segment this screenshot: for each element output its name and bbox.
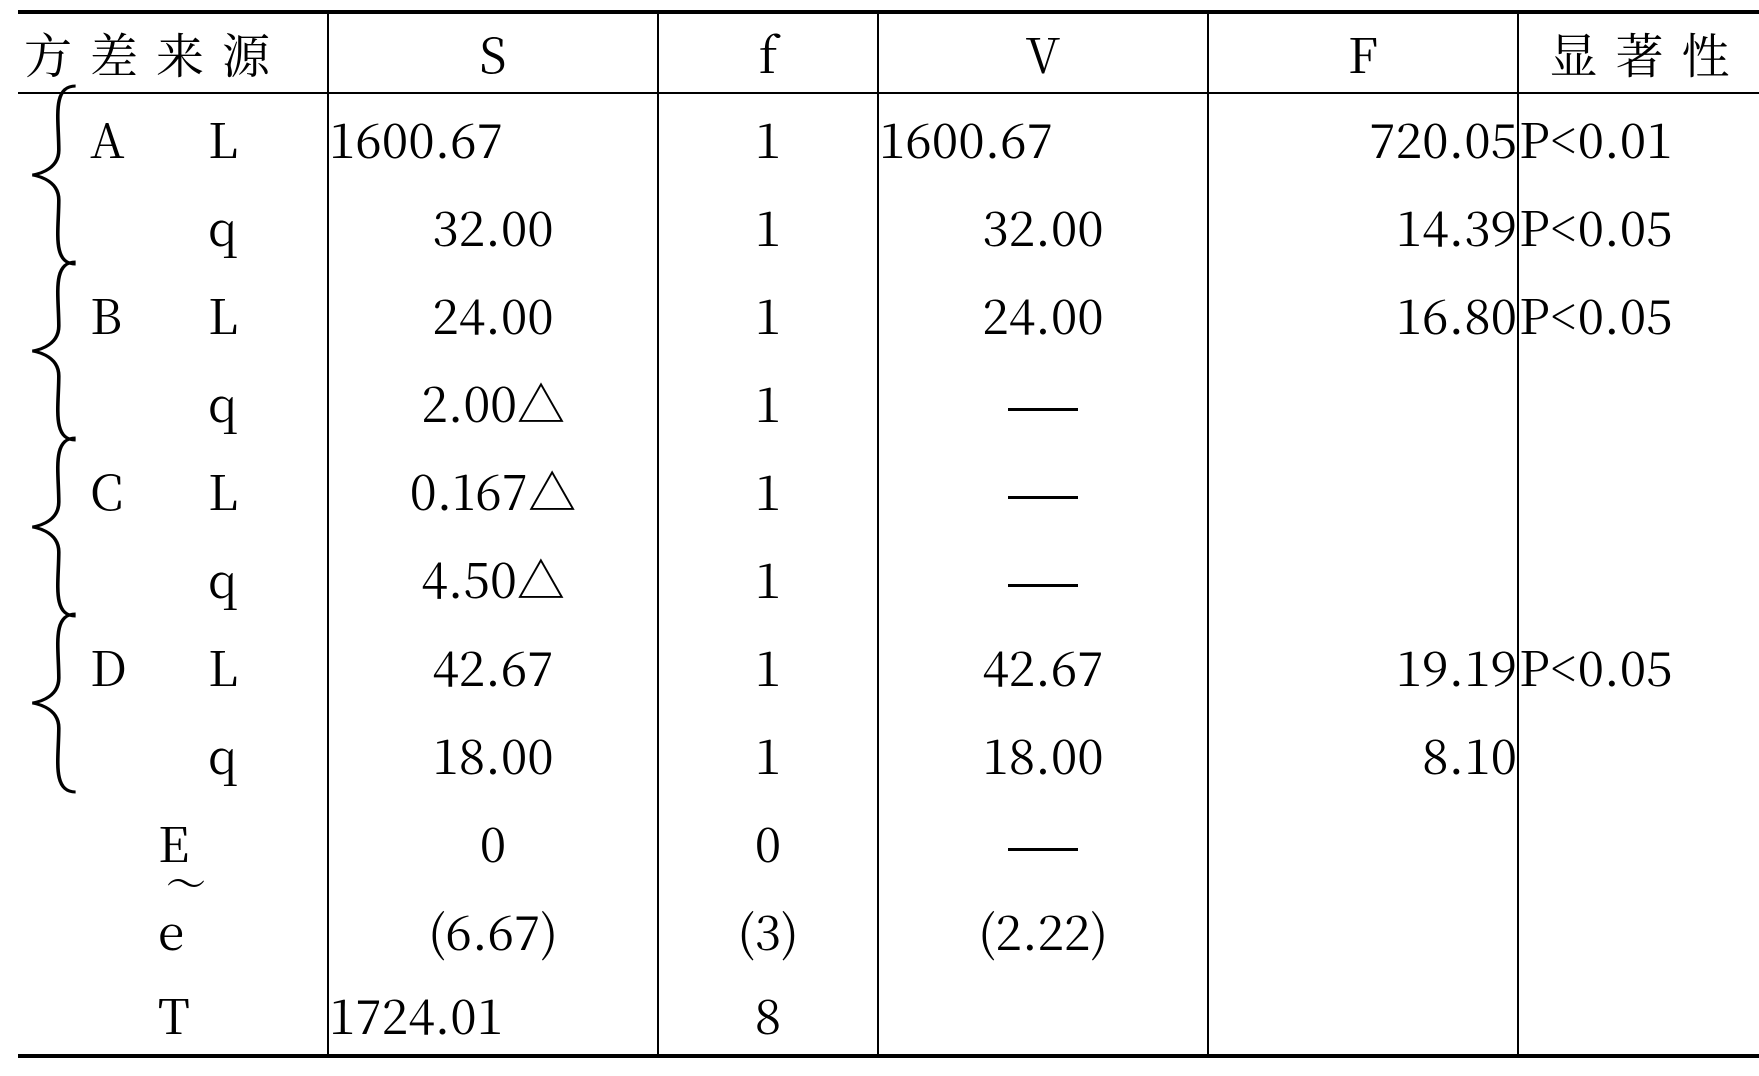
cell-f: 1	[658, 358, 878, 446]
cell-sig: P<0.01	[1518, 93, 1759, 182]
cell-sig: P<0.05	[1518, 182, 1759, 270]
table-row: T 1724.01 8	[18, 974, 1759, 1056]
cell-f: 8	[658, 974, 878, 1056]
lq-label: q	[208, 730, 237, 778]
cell-sig	[1518, 446, 1759, 534]
cell-f: 1	[658, 710, 878, 798]
cell-S: 1600.67	[328, 93, 658, 182]
cell-V	[878, 974, 1208, 1056]
cell-F: 19.19	[1208, 622, 1518, 710]
lq-label: L	[208, 290, 238, 338]
cell-V: (2.22)	[878, 886, 1208, 974]
cell-F: 8.10	[1208, 710, 1518, 798]
lq-label: L	[208, 642, 238, 690]
anova-table: 方差来源 S f V F 显著性 A L 1600.67 1 1600.67 7…	[18, 10, 1759, 1058]
cell-S: 4.50△	[328, 534, 658, 622]
cell-sig	[1518, 886, 1759, 974]
lq-label: q	[208, 202, 237, 250]
cell-F: 720.05	[1208, 93, 1518, 182]
cell-S: (6.67)	[328, 886, 658, 974]
cell-S: 24.00	[328, 270, 658, 358]
table-row: q 2.00△ 1	[18, 358, 1759, 446]
cell-S: 0	[328, 798, 658, 886]
row-label: T	[158, 990, 190, 1038]
cell-f: 1	[658, 93, 878, 182]
header-F: F	[1208, 12, 1518, 93]
cell-f: 1	[658, 182, 878, 270]
cell-F	[1208, 798, 1518, 886]
factor-label: B	[90, 290, 122, 338]
cell-F	[1208, 974, 1518, 1056]
factor-label: A	[90, 114, 124, 162]
table-row: q 18.00 1 18.00 8.10	[18, 710, 1759, 798]
table-row: E 〜 0 0	[18, 798, 1759, 886]
cell-sig	[1518, 974, 1759, 1056]
cell-V: 1600.67	[878, 93, 1208, 182]
cell-S: 42.67	[328, 622, 658, 710]
cell-S: 0.167△	[328, 446, 658, 534]
cell-sig	[1518, 798, 1759, 886]
table-row: B L 24.00 1 24.00 16.80 P<0.05	[18, 270, 1759, 358]
cell-f: 0	[658, 798, 878, 886]
cell-F: 16.80	[1208, 270, 1518, 358]
cell-sig	[1518, 358, 1759, 446]
header-S: S	[328, 12, 658, 93]
cell-V-dash	[878, 534, 1208, 622]
table-row: C L 0.167△ 1	[18, 446, 1759, 534]
factor-label: D	[90, 642, 127, 690]
cell-f: 1	[658, 622, 878, 710]
cell-V-dash	[878, 358, 1208, 446]
lq-label: L	[208, 114, 238, 162]
table-row: e (6.67) (3) (2.22)	[18, 886, 1759, 974]
row-label: e	[158, 906, 184, 954]
cell-V: 32.00	[878, 182, 1208, 270]
cell-f: 1	[658, 534, 878, 622]
cell-S: 18.00	[328, 710, 658, 798]
cell-S: 32.00	[328, 182, 658, 270]
cell-F	[1208, 446, 1518, 534]
header-sig: 显著性	[1518, 12, 1759, 93]
table-row: q 4.50△ 1	[18, 534, 1759, 622]
cell-V: 24.00	[878, 270, 1208, 358]
cell-V: 18.00	[878, 710, 1208, 798]
cell-F: 14.39	[1208, 182, 1518, 270]
table-row: D L 42.67 1 42.67 19.19 P<0.05	[18, 622, 1759, 710]
cell-S: 2.00△	[328, 358, 658, 446]
cell-sig: P<0.05	[1518, 622, 1759, 710]
cell-V: 42.67	[878, 622, 1208, 710]
header-V: V	[878, 12, 1208, 93]
cell-F	[1208, 358, 1518, 446]
cell-f: (3)	[658, 886, 878, 974]
lq-label: L	[208, 466, 238, 514]
lq-label: q	[208, 378, 237, 426]
header-source: 方差来源	[18, 12, 328, 93]
cell-S: 1724.01	[328, 974, 658, 1056]
cell-sig: P<0.05	[1518, 270, 1759, 358]
table-row: A L 1600.67 1 1600.67 720.05 P<0.01	[18, 93, 1759, 182]
table-row: q 32.00 1 32.00 14.39 P<0.05	[18, 182, 1759, 270]
cell-sig	[1518, 710, 1759, 798]
cell-sig	[1518, 534, 1759, 622]
cell-V-dash	[878, 446, 1208, 534]
cell-F	[1208, 534, 1518, 622]
cell-f: 1	[658, 446, 878, 534]
cell-F	[1208, 886, 1518, 974]
header-f: f	[658, 12, 878, 93]
cell-V-dash	[878, 798, 1208, 886]
lq-label: q	[208, 554, 237, 602]
factor-label: C	[90, 466, 123, 514]
cell-f: 1	[658, 270, 878, 358]
